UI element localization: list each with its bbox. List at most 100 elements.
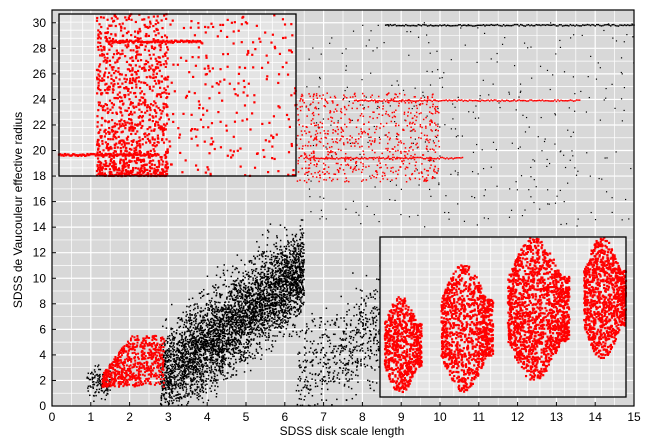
data-point — [243, 371, 246, 373]
data-point — [191, 347, 194, 349]
data-point — [189, 387, 192, 390]
data-point — [298, 276, 300, 278]
data-point — [244, 301, 247, 303]
data-point — [271, 263, 273, 266]
data-point — [172, 365, 175, 368]
data-point — [215, 274, 218, 277]
data-point — [187, 352, 189, 355]
data-point — [250, 339, 253, 341]
data-point — [276, 270, 278, 273]
data-point — [292, 330, 294, 333]
data-point — [284, 283, 287, 286]
data-point — [236, 300, 239, 302]
data-point — [232, 374, 235, 376]
data-point — [285, 269, 287, 271]
data-point — [263, 295, 266, 298]
data-point — [234, 321, 237, 324]
data-point — [164, 362, 166, 365]
data-point — [283, 287, 285, 289]
data-point — [351, 362, 354, 365]
data-point — [210, 351, 212, 354]
data-point — [288, 308, 291, 311]
data-point — [266, 320, 269, 322]
data-point — [182, 375, 185, 377]
data-point — [257, 326, 259, 328]
data-point — [268, 326, 271, 329]
data-point — [246, 326, 249, 328]
data-point — [204, 384, 207, 386]
data-point — [207, 329, 210, 332]
data-point — [92, 380, 95, 383]
data-point — [178, 364, 181, 367]
data-point — [201, 364, 203, 367]
data-point — [265, 348, 268, 351]
data-point — [288, 270, 290, 272]
data-point — [183, 343, 186, 345]
data-point — [248, 336, 251, 338]
data-point — [377, 348, 380, 350]
data-point — [239, 351, 242, 354]
data-point — [186, 338, 189, 341]
data-point — [349, 324, 352, 327]
data-point — [217, 287, 219, 289]
data-point — [247, 286, 249, 289]
data-point — [258, 326, 260, 329]
data-point — [325, 367, 328, 369]
data-point — [350, 319, 352, 322]
data-point — [247, 292, 249, 294]
data-point — [216, 322, 218, 325]
data-point — [183, 380, 186, 383]
data-point — [275, 303, 277, 305]
data-point — [186, 364, 188, 366]
data-point — [281, 253, 284, 255]
data-point — [173, 399, 175, 401]
data-point — [372, 319, 374, 322]
data-point — [233, 314, 236, 317]
data-point — [261, 322, 264, 324]
data-point — [266, 314, 269, 317]
data-point — [253, 293, 255, 295]
data-point — [190, 329, 193, 332]
data-point — [374, 293, 376, 296]
data-point — [260, 319, 262, 321]
data-point — [279, 325, 281, 328]
data-point — [166, 365, 168, 368]
data-point — [277, 314, 280, 316]
data-point — [275, 270, 277, 272]
data-point — [229, 339, 232, 342]
data-point — [223, 347, 225, 350]
data-point — [296, 303, 299, 305]
data-point — [192, 377, 195, 380]
data-point — [372, 318, 374, 320]
data-point — [202, 322, 204, 325]
data-point — [185, 383, 187, 386]
data-point — [270, 350, 273, 352]
data-point — [299, 272, 302, 274]
data-point — [351, 378, 353, 380]
data-point — [358, 345, 360, 348]
data-point — [343, 347, 345, 350]
data-point — [192, 343, 195, 346]
data-point — [171, 402, 174, 405]
data-point — [244, 312, 247, 314]
data-point — [95, 391, 97, 393]
data-point — [301, 272, 304, 275]
data-point — [241, 297, 244, 299]
data-point — [243, 290, 245, 293]
data-point — [193, 366, 195, 368]
data-point — [342, 367, 345, 369]
data-point — [290, 274, 292, 276]
data-point — [195, 388, 198, 391]
data-point — [181, 370, 184, 373]
data-point — [235, 347, 237, 349]
data-point — [280, 255, 283, 258]
data-point — [256, 302, 259, 305]
data-point — [303, 258, 305, 261]
data-point — [219, 328, 221, 331]
data-point — [237, 300, 240, 303]
data-point — [98, 374, 100, 377]
data-point — [250, 292, 252, 295]
data-point — [264, 258, 267, 260]
data-point — [348, 378, 351, 380]
data-point — [197, 335, 200, 337]
